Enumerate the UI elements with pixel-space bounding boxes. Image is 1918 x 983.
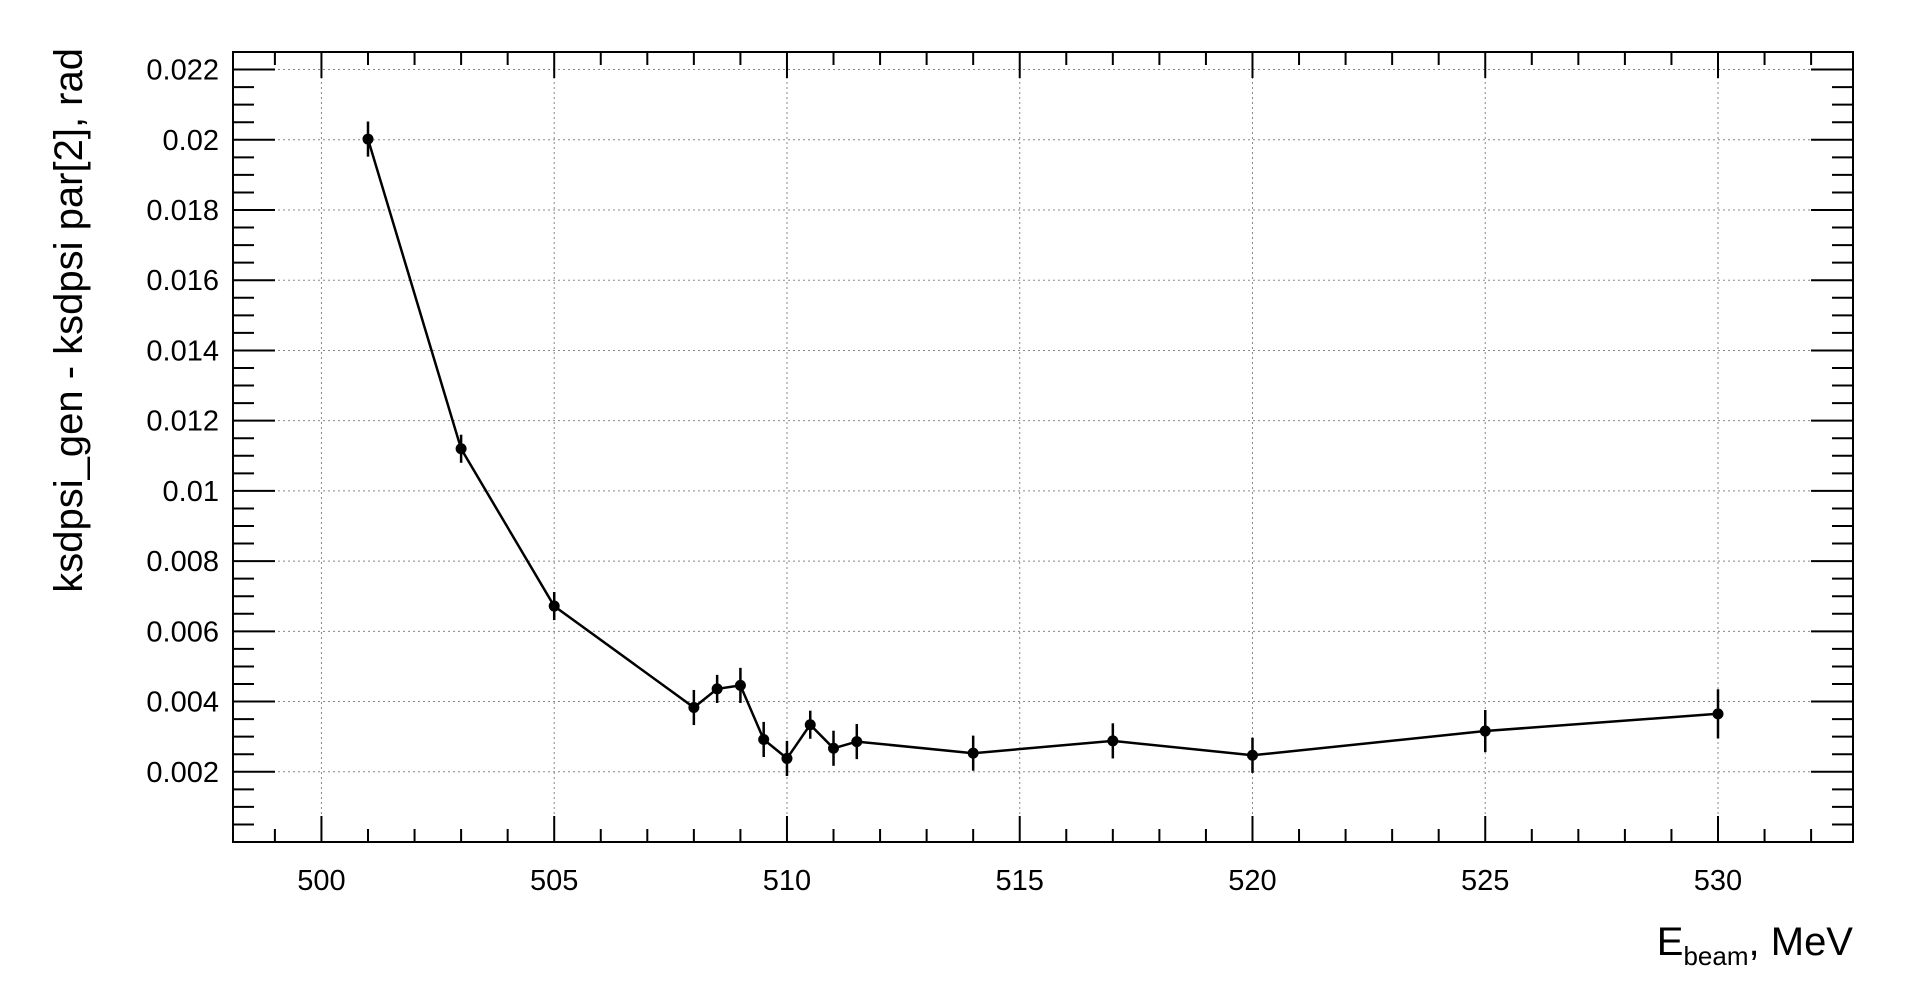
- data-point: [734, 667, 746, 703]
- data-point: [804, 710, 816, 739]
- data-point: [1246, 737, 1258, 773]
- y-axis-title: ksdpsi_gen - ksdpsi par[2], rad: [47, 48, 91, 593]
- point-marker: [711, 683, 723, 695]
- data-point: [711, 674, 723, 703]
- data-point: [362, 121, 374, 157]
- x-tick-label: 505: [530, 865, 578, 897]
- y-tick-label: 0.02: [163, 125, 219, 157]
- data-point: [967, 735, 979, 771]
- x-tick-label: 525: [1461, 865, 1509, 897]
- point-marker: [1712, 708, 1724, 720]
- y-tick-label: 0.008: [146, 546, 219, 578]
- axis-ticks: [233, 51, 1853, 842]
- point-marker: [828, 742, 840, 754]
- data-points: [362, 121, 1724, 776]
- point-marker: [1107, 735, 1119, 747]
- point-marker: [362, 133, 374, 145]
- x-axis-title-sub: beam: [1683, 941, 1748, 971]
- data-point: [828, 730, 840, 766]
- y-tick-label: 0.002: [146, 757, 219, 789]
- y-tick-labels: 0.002 0.004 0.006 0.008 0.01 0.012 0.014 0.016 0…: [146, 55, 219, 789]
- x-axis-title: Ebeam, MeV: [1657, 920, 1854, 971]
- x-tick-label: 510: [763, 865, 811, 897]
- x-tick-label: 520: [1228, 865, 1276, 897]
- x-axis-title-suffix: , MeV: [1749, 920, 1854, 964]
- data-point: [688, 689, 700, 726]
- data-point: [1479, 709, 1491, 753]
- data-point: [1107, 723, 1119, 759]
- point-marker: [804, 719, 816, 731]
- grid-lines: [233, 52, 1853, 842]
- y-tick-label: 0.006: [146, 616, 219, 648]
- y-tick-label: 0.018: [146, 195, 219, 227]
- data-point: [1712, 689, 1724, 739]
- x-tick-label: 515: [996, 865, 1044, 897]
- point-marker: [1246, 749, 1258, 761]
- y-tick-label: 0.022: [146, 55, 219, 87]
- point-marker: [781, 752, 793, 764]
- data-point: [548, 592, 560, 621]
- point-marker: [548, 600, 560, 612]
- point-marker: [967, 747, 979, 759]
- plot-frame: [232, 51, 1854, 843]
- point-marker: [1479, 725, 1491, 737]
- x-tick-label: 500: [297, 865, 345, 897]
- data-point: [758, 721, 770, 758]
- point-marker: [455, 443, 467, 455]
- point-marker: [734, 679, 746, 691]
- point-marker: [688, 702, 700, 714]
- x-axis-title-main: E: [1657, 920, 1684, 964]
- data-point: [781, 740, 793, 776]
- y-tick-label: 0.004: [146, 687, 219, 719]
- point-marker: [758, 733, 770, 745]
- series-line: [366, 138, 1719, 761]
- y-tick-label: 0.016: [146, 265, 219, 297]
- x-tick-labels: 500 505 510 515 520 525 530: [297, 865, 1742, 897]
- point-marker: [851, 736, 863, 748]
- data-point: [851, 724, 863, 760]
- data-point: [455, 434, 467, 463]
- x-tick-label: 530: [1694, 865, 1742, 897]
- y-tick-label: 0.01: [163, 476, 219, 508]
- y-tick-label: 0.014: [146, 335, 219, 367]
- y-tick-label: 0.012: [146, 406, 219, 438]
